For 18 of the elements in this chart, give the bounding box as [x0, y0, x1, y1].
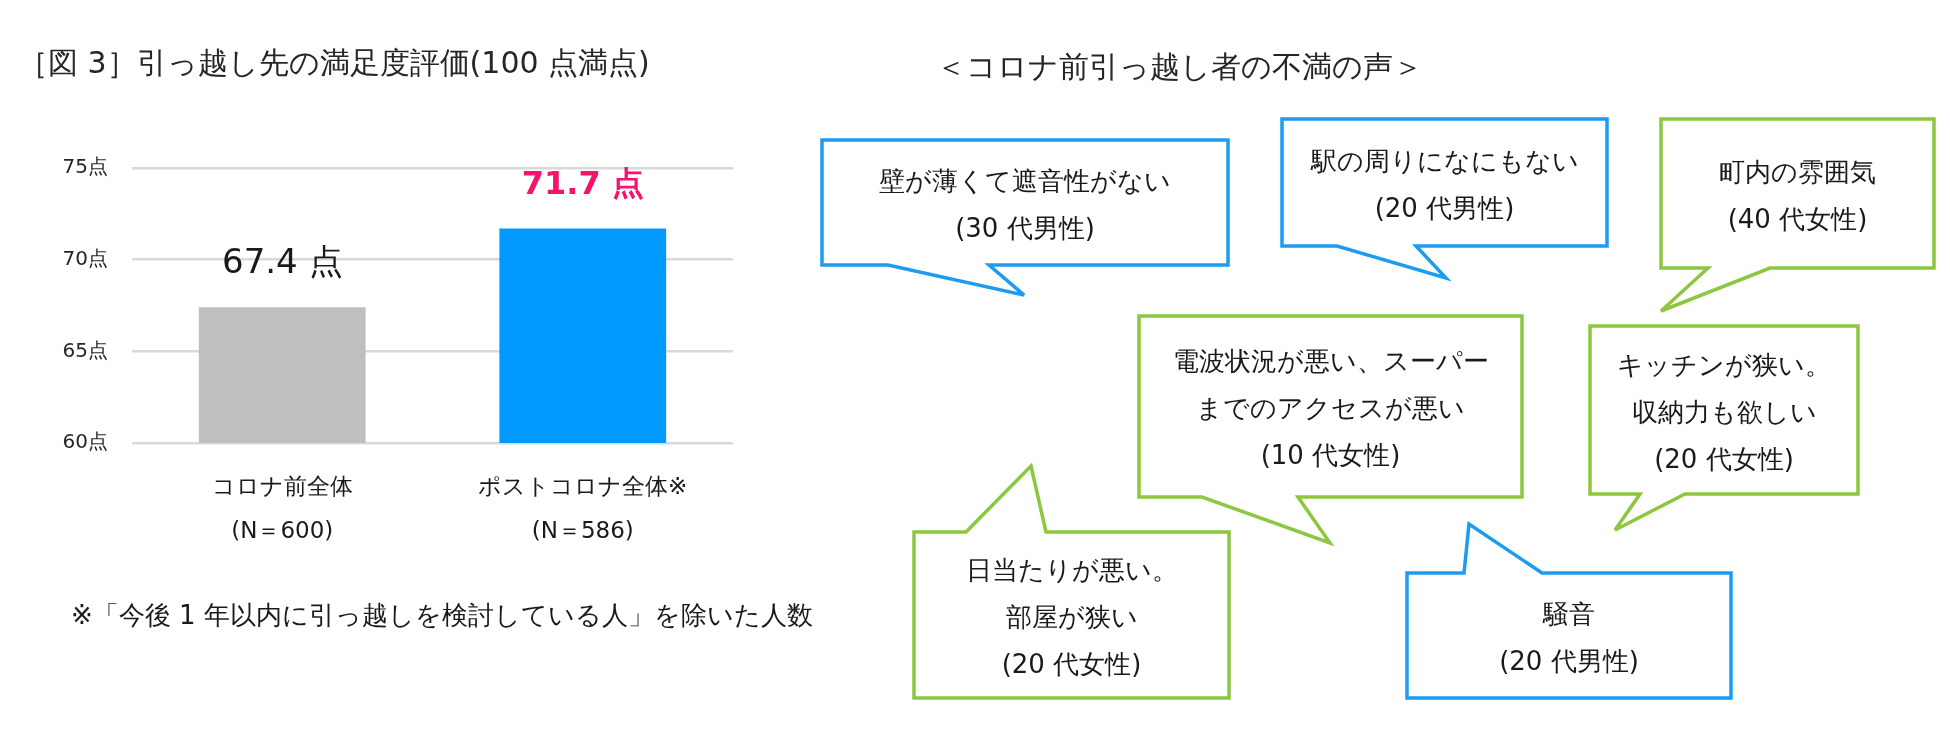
text: 騒音 (20 代男性) — [1498, 597, 1640, 678]
x-tick-label: コロナ前全体 (N＝600) — [211, 472, 353, 543]
x-tick-label: ポストコロナ全体※ (N＝586) — [478, 472, 688, 543]
chart-title: ［図 3］引っ越し先の満足度評価(100 点満点) — [18, 44, 650, 82]
y-tick-label: 70点 — [62, 245, 108, 270]
data-label: 67.4 点 — [221, 241, 343, 282]
text: キッチンが狭い。収納力も欲しい (20 代女性) — [1616, 348, 1832, 476]
y-tick-label: 60点 — [62, 429, 108, 454]
text: 町内の雰囲気 (40 代女性) — [1718, 155, 1877, 236]
y-tick-label: 65点 — [62, 337, 108, 362]
text: 電波状況が悪い、スーパーまでのアクセスが悪い (10 代女性) — [1171, 345, 1490, 472]
text: 壁が薄くて遮音性がない (30 代男性) — [878, 164, 1172, 245]
text: 駅の周りになにもない (20 代男性) — [1309, 144, 1580, 225]
text: ※「今後 1 年以内に引っ越しを検討している人」を除いた人数 — [71, 599, 813, 632]
text: 日当たりが悪い。部屋が狭い (20 代女性) — [964, 553, 1179, 681]
text: ＜コロナ前引っ越し者の不満の声＞ — [936, 48, 1423, 86]
y-tick-label: 75点 — [62, 154, 108, 179]
data-label: 71.7 点 — [521, 163, 644, 202]
